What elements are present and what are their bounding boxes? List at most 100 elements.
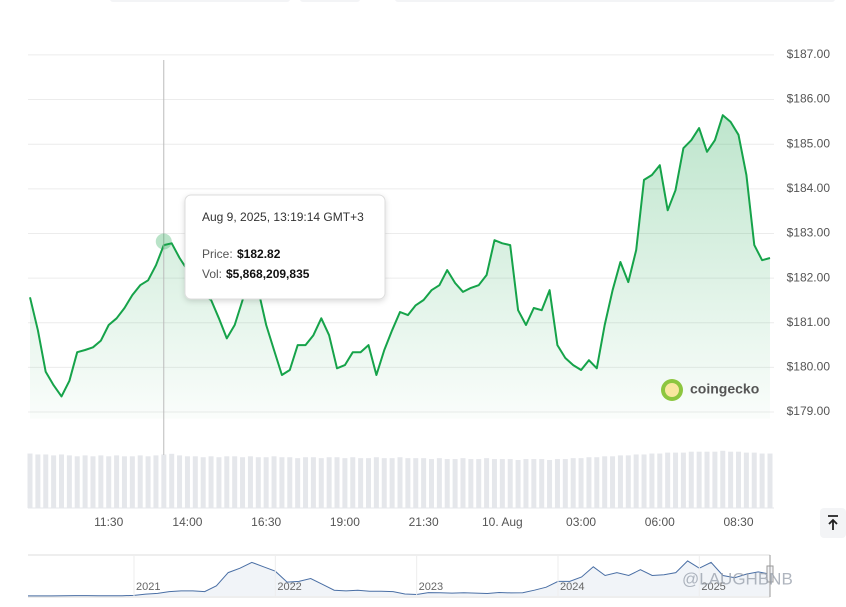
tooltip-value: $182.82 xyxy=(237,247,281,261)
volume-bar xyxy=(413,458,419,508)
volume-bar xyxy=(436,458,442,508)
navigator-line xyxy=(28,560,771,597)
volume-bar xyxy=(200,457,206,508)
volume-bar xyxy=(240,457,246,508)
volume-bar xyxy=(657,453,663,508)
hover-marker xyxy=(155,233,172,250)
volume-bar xyxy=(350,457,356,508)
volume-bar xyxy=(255,457,261,508)
y-tick-label: $186.00 xyxy=(787,92,831,106)
volume-bar xyxy=(43,454,49,508)
x-tick-label: 11:30 xyxy=(94,515,123,529)
volume-bar xyxy=(759,453,765,508)
tooltip-box xyxy=(184,194,386,300)
tab[interactable] xyxy=(300,0,360,2)
tab[interactable] xyxy=(110,0,290,2)
volume-bar xyxy=(184,456,190,508)
volume-bar xyxy=(665,452,671,508)
volume-bar xyxy=(523,459,529,508)
y-tick-label: $182.00 xyxy=(787,270,831,284)
volume-bar xyxy=(625,455,631,508)
volume-bar xyxy=(649,453,655,508)
volume-bar xyxy=(373,457,379,508)
price-line xyxy=(29,114,771,398)
volume-bar xyxy=(35,454,41,508)
tooltip-label: Price: xyxy=(202,247,233,261)
tooltip-label: Vol: xyxy=(202,267,222,281)
volume-bar xyxy=(98,455,104,508)
volume-bar xyxy=(287,457,293,508)
volume-bar xyxy=(121,456,127,508)
volume-bar xyxy=(271,456,277,508)
volume-bar xyxy=(751,452,757,508)
volume-bar xyxy=(712,451,718,508)
volume-bar xyxy=(74,456,80,508)
volume-bar xyxy=(145,456,151,508)
navigator-label: 2021 xyxy=(136,581,160,593)
volume-bar xyxy=(736,451,742,508)
volume-bar xyxy=(460,458,466,508)
volume-bar xyxy=(539,459,545,508)
y-tick-label: $181.00 xyxy=(787,315,831,329)
credit-watermark: @LAUGHBNB xyxy=(682,569,793,588)
volume-bar xyxy=(27,453,33,508)
tooltip-value: $5,868,209,835 xyxy=(226,267,310,281)
volume-bar xyxy=(318,458,324,508)
volume-bar xyxy=(326,457,332,508)
volume-bar xyxy=(153,455,159,508)
volume-bar xyxy=(515,460,521,508)
volume-bar xyxy=(224,456,230,508)
volume-bar xyxy=(295,458,301,508)
volume-bar xyxy=(279,457,285,508)
y-tick-label: $180.00 xyxy=(787,360,831,374)
volume-bar xyxy=(767,453,773,508)
volume-bar xyxy=(208,456,214,508)
volume-bar xyxy=(547,460,553,508)
watermark: coingecko xyxy=(661,379,759,401)
volume-bar xyxy=(177,455,183,508)
navigator: 2021 2022 2023 2024 2025 xyxy=(28,554,774,598)
volume-bar xyxy=(484,458,490,508)
tooltip: Aug 9, 2025, 13:19:14 GMT+3 Price: $182.… xyxy=(184,194,386,300)
volume-bar xyxy=(578,458,584,508)
volume-bar xyxy=(334,457,340,508)
volume-bar xyxy=(58,454,64,508)
volume-bar xyxy=(342,458,348,508)
volume-bar xyxy=(358,458,364,508)
volume-bar xyxy=(633,454,639,508)
volume-bar xyxy=(641,454,647,508)
volume-bar xyxy=(444,459,450,508)
volume-bar xyxy=(728,451,734,508)
plot: $179.00 $180.00 $181.00 $182.00 $183.00 $184.… xyxy=(27,47,831,529)
volume-bar xyxy=(82,455,88,508)
volume-bar xyxy=(570,458,576,508)
volume-bar xyxy=(310,457,316,508)
volume-bar xyxy=(554,459,560,508)
volume-bar xyxy=(610,456,616,508)
navigator-label: 2025 xyxy=(701,581,725,593)
volume-bar xyxy=(405,458,411,508)
volume-bar xyxy=(263,457,269,508)
x-tick-label: 10. Aug xyxy=(482,515,523,529)
volume-bar xyxy=(499,459,505,508)
navigator-label: 2023 xyxy=(419,581,443,593)
volume-bar xyxy=(468,459,474,508)
navigator-label: 2024 xyxy=(560,581,584,593)
volume-bar xyxy=(161,454,167,508)
volume-bar xyxy=(303,457,309,508)
volume-bar xyxy=(452,459,458,508)
y-tick-label: $185.00 xyxy=(787,136,831,150)
x-tick-label: 19:00 xyxy=(330,515,360,529)
tab[interactable] xyxy=(395,0,835,2)
volume-bar xyxy=(114,455,120,508)
volume-bar xyxy=(216,457,222,508)
volume-bar xyxy=(397,457,403,508)
volume-bar xyxy=(192,456,198,508)
tooltip-date: Aug 9, 2025, 13:19:14 GMT+3 xyxy=(202,210,364,224)
volume-bar xyxy=(704,451,710,508)
volume-bar xyxy=(507,459,513,508)
volume-bar xyxy=(688,451,694,508)
arrow-icon xyxy=(828,515,838,530)
volume-bar xyxy=(476,459,482,508)
